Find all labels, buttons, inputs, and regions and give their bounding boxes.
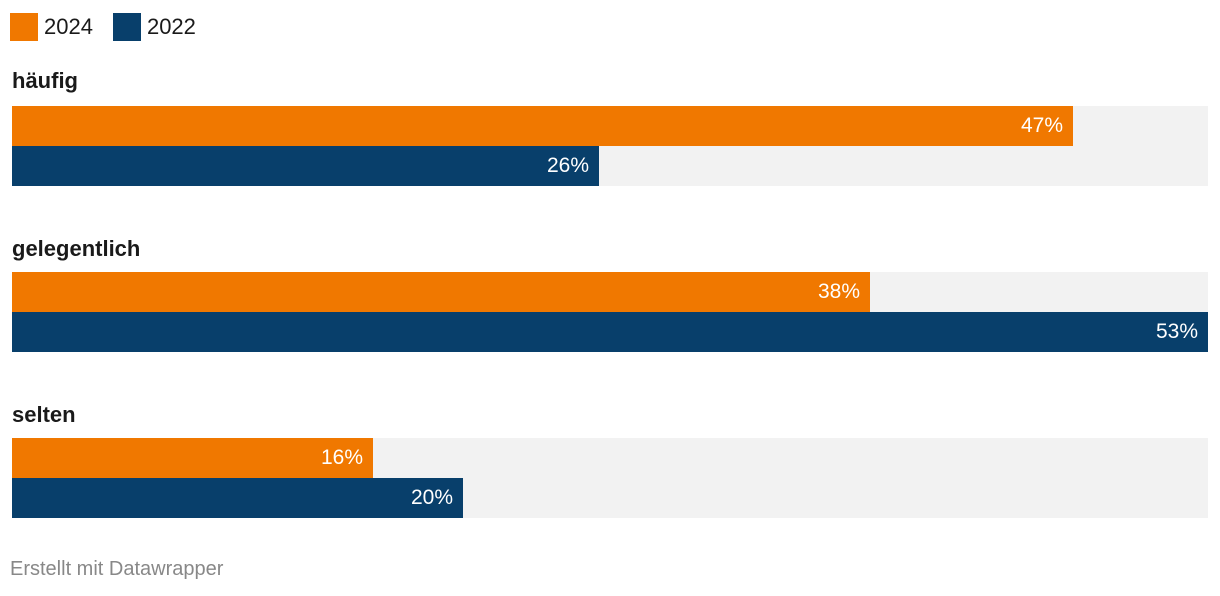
category-label-selten: selten (12, 402, 76, 427)
category-label-gelegentlich: gelegentlich (12, 236, 141, 261)
bar-value-2024-selten: 16% (320, 446, 363, 469)
track-haeufig: 47% 26% (12, 106, 1208, 186)
bar-2022-selten: 20% (12, 478, 463, 518)
legend-item-2024: 2024 (10, 13, 93, 41)
bar-2022-haeufig: 26% (12, 146, 599, 186)
legend-label-2024: 2024 (44, 14, 93, 39)
bar-value-2022-selten: 20% (410, 486, 453, 509)
bar-value-2024-gelegentlich: 38% (817, 280, 860, 303)
category-label-haeufig: häufig (12, 68, 78, 93)
footer-credit: Erstellt mit Datawrapper (10, 558, 224, 580)
chart-legend: 2024 2022 (10, 12, 216, 42)
legend-swatch-2022 (112, 13, 141, 41)
legend-item-2022: 2022 (112, 13, 196, 41)
legend-label-2022: 2022 (146, 14, 196, 39)
legend-swatch-2024 (10, 13, 38, 41)
bar-2024-selten: 16% (12, 438, 373, 478)
bar-value-2024-haeufig: 47% (1020, 114, 1063, 137)
bar-value-2022-gelegentlich: 53% (1155, 320, 1198, 343)
bar-value-2022-haeufig: 26% (546, 154, 589, 177)
bar-2022-gelegentlich: 53% (12, 312, 1208, 352)
bar-2024-gelegentlich: 38% (12, 272, 870, 312)
track-gelegentlich: 38% 53% (12, 272, 1208, 352)
track-selten: 16% 20% (12, 438, 1208, 518)
bar-2024-haeufig: 47% (12, 106, 1073, 146)
